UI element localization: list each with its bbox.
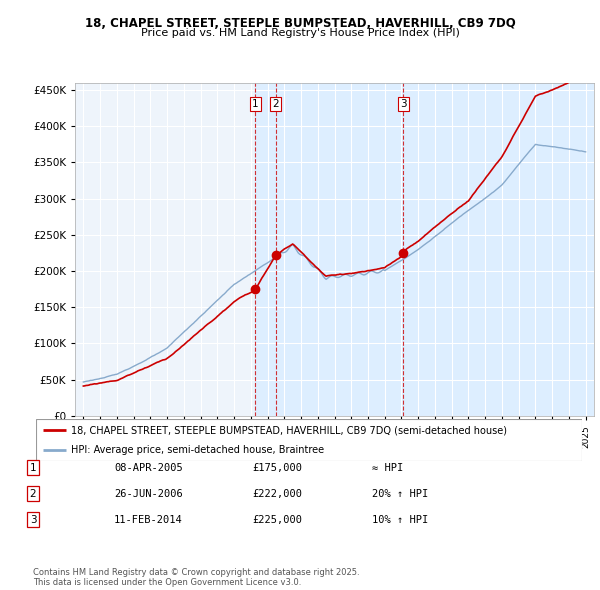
Text: 26-JUN-2006: 26-JUN-2006 <box>114 489 183 499</box>
Text: £225,000: £225,000 <box>252 515 302 525</box>
Text: 2: 2 <box>29 489 37 499</box>
Text: 11-FEB-2014: 11-FEB-2014 <box>114 515 183 525</box>
Text: 08-APR-2005: 08-APR-2005 <box>114 463 183 473</box>
Text: 18, CHAPEL STREET, STEEPLE BUMPSTEAD, HAVERHILL, CB9 7DQ: 18, CHAPEL STREET, STEEPLE BUMPSTEAD, HA… <box>85 17 515 30</box>
Text: 2: 2 <box>272 99 279 109</box>
Text: 3: 3 <box>400 99 407 109</box>
Bar <box>403 83 594 416</box>
Bar <box>256 83 275 416</box>
Text: Price paid vs. HM Land Registry's House Price Index (HPI): Price paid vs. HM Land Registry's House … <box>140 28 460 38</box>
Text: 3: 3 <box>29 515 37 525</box>
Text: ≈ HPI: ≈ HPI <box>372 463 403 473</box>
Bar <box>275 83 403 416</box>
Text: Contains HM Land Registry data © Crown copyright and database right 2025.
This d: Contains HM Land Registry data © Crown c… <box>33 568 359 587</box>
Text: £175,000: £175,000 <box>252 463 302 473</box>
Text: HPI: Average price, semi-detached house, Braintree: HPI: Average price, semi-detached house,… <box>71 445 325 455</box>
Text: 1: 1 <box>252 99 259 109</box>
Text: 20% ↑ HPI: 20% ↑ HPI <box>372 489 428 499</box>
Text: 1: 1 <box>29 463 37 473</box>
Text: £222,000: £222,000 <box>252 489 302 499</box>
Text: 10% ↑ HPI: 10% ↑ HPI <box>372 515 428 525</box>
Text: 18, CHAPEL STREET, STEEPLE BUMPSTEAD, HAVERHILL, CB9 7DQ (semi-detached house): 18, CHAPEL STREET, STEEPLE BUMPSTEAD, HA… <box>71 425 508 435</box>
